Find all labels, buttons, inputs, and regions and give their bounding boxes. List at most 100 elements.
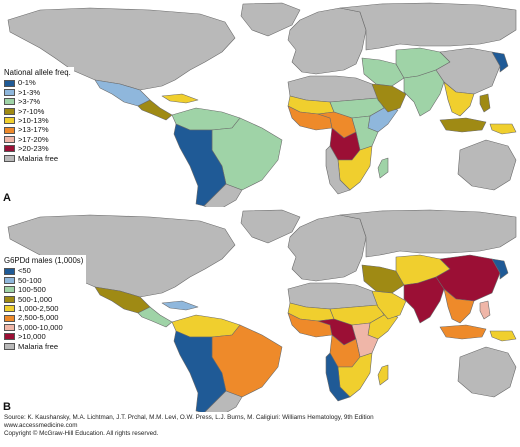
legend-label: Malaria free bbox=[18, 341, 59, 351]
region-southern-africa-west bbox=[325, 145, 351, 195]
region-russia bbox=[339, 209, 517, 258]
legend-item: >20-23% bbox=[4, 144, 71, 153]
region-caribbean bbox=[161, 300, 199, 311]
source-citation: Source: K. Kaushansky, M.A. Lichtman, J.… bbox=[4, 414, 516, 439]
legend-item: >17-20% bbox=[4, 135, 71, 144]
region-korea bbox=[491, 258, 509, 280]
legend-b: G6PDd males (1,000s) <50 50-100 100-500 500… bbox=[2, 255, 87, 353]
region-australia bbox=[457, 139, 517, 191]
region-indonesia bbox=[439, 117, 487, 133]
legend-item: >13-17% bbox=[4, 125, 71, 134]
legend-label: >13-17% bbox=[18, 125, 49, 135]
region-middle-east bbox=[361, 57, 405, 87]
legend-label: >10-13% bbox=[18, 115, 49, 125]
map-panel-b: G6PDd males (1,000s) <50 50-100 100-500 500… bbox=[0, 207, 520, 413]
legend-swatch bbox=[4, 107, 15, 115]
legend-item: >1-3% bbox=[4, 88, 71, 97]
legend-item: 2,500-5,000 bbox=[4, 313, 83, 322]
region-philippines bbox=[479, 93, 491, 113]
legend-a: National allele freq. 0-1% >1-3% >3-7% >7-1… bbox=[2, 67, 74, 165]
legend-swatch bbox=[4, 79, 15, 87]
legend-rows: <50 50-100 100-500 500-1,000 1,000-2,500 2,50… bbox=[4, 266, 83, 351]
region-russia bbox=[339, 2, 517, 51]
region-arabia bbox=[371, 83, 407, 113]
legend-label: 100-500 bbox=[18, 285, 46, 295]
legend-swatch bbox=[4, 314, 15, 322]
region-europe bbox=[287, 7, 367, 75]
region-southeast-asia bbox=[443, 81, 475, 117]
legend-item: 5,000-10,000 bbox=[4, 323, 83, 332]
region-greenland bbox=[240, 2, 301, 37]
region-australia bbox=[457, 346, 517, 398]
legend-swatch bbox=[4, 342, 15, 350]
legend-swatch bbox=[4, 117, 15, 125]
legend-swatch bbox=[4, 305, 15, 313]
panel-letter-a: A bbox=[3, 192, 11, 204]
legend-swatch bbox=[4, 88, 15, 96]
legend-label: 5,000-10,000 bbox=[18, 322, 63, 332]
region-southern-africa-west bbox=[325, 352, 351, 402]
region-middle-east bbox=[361, 264, 405, 294]
legend-item: <50 bbox=[4, 266, 83, 275]
legend-swatch bbox=[4, 98, 15, 106]
region-southeast-asia bbox=[443, 288, 475, 324]
source-line: Source: K. Kaushansky, M.A. Lichtman, J.… bbox=[4, 414, 374, 421]
legend-item: Malaria free bbox=[4, 154, 71, 163]
legend-item: 100-500 bbox=[4, 285, 83, 294]
region-arabia bbox=[371, 290, 407, 320]
legend-label: >7-10% bbox=[18, 106, 45, 116]
legend-label: >10,000 bbox=[18, 332, 46, 342]
region-philippines bbox=[479, 300, 491, 320]
legend-label: 2,500-5,000 bbox=[18, 313, 59, 323]
region-central-america bbox=[137, 306, 173, 328]
legend-swatch bbox=[4, 135, 15, 143]
region-new-guinea bbox=[489, 123, 517, 135]
region-madagascar bbox=[377, 157, 389, 179]
source-url: www.accessmedicine.com bbox=[4, 422, 78, 430]
legend-item: >10,000 bbox=[4, 332, 83, 341]
legend-label: 500-1,000 bbox=[18, 294, 53, 304]
legend-label: 0-1% bbox=[18, 78, 36, 88]
legend-swatch bbox=[4, 276, 15, 284]
legend-title: G6PDd males (1,000s) bbox=[4, 256, 84, 265]
legend-item: 1,000-2,500 bbox=[4, 304, 83, 313]
map-panel-a: National allele freq. 0-1% >1-3% >3-7% >7-1… bbox=[0, 0, 520, 210]
legend-label: >17-20% bbox=[18, 134, 49, 144]
legend-swatch bbox=[4, 126, 15, 134]
region-south-asia bbox=[403, 69, 445, 117]
legend-label: >20-23% bbox=[18, 144, 49, 154]
copyright-line: Copyright © McGraw-Hill Education. All r… bbox=[4, 430, 159, 438]
region-caribbean bbox=[161, 93, 199, 104]
region-central-america bbox=[137, 99, 173, 121]
world-map-allele-frequency bbox=[0, 0, 520, 210]
region-korea bbox=[491, 51, 509, 73]
legend-label: <50 bbox=[18, 266, 31, 276]
legend-item: 50-100 bbox=[4, 276, 83, 285]
region-europe bbox=[287, 214, 367, 282]
legend-swatch bbox=[4, 145, 15, 153]
legend-label: >1-3% bbox=[18, 87, 41, 97]
legend-swatch bbox=[4, 323, 15, 331]
legend-swatch bbox=[4, 267, 15, 275]
legend-label: 1,000-2,500 bbox=[18, 303, 59, 313]
region-south-asia bbox=[403, 276, 445, 324]
legend-label: >3-7% bbox=[18, 97, 41, 107]
legend-item: >7-10% bbox=[4, 107, 71, 116]
legend-item: Malaria free bbox=[4, 342, 83, 351]
region-new-guinea bbox=[489, 330, 517, 342]
region-greenland bbox=[240, 209, 301, 244]
legend-item: 500-1,000 bbox=[4, 295, 83, 304]
legend-rows: 0-1% >1-3% >3-7% >7-10% >10-13% >13-17% >17-20… bbox=[4, 78, 71, 163]
legend-swatch bbox=[4, 154, 15, 162]
world-map-g6pd-males bbox=[0, 207, 520, 412]
region-madagascar bbox=[377, 364, 389, 386]
region-north-america bbox=[7, 7, 236, 91]
legend-item: 0-1% bbox=[4, 78, 71, 87]
legend-item: >10-13% bbox=[4, 116, 71, 125]
legend-swatch bbox=[4, 333, 15, 341]
legend-item: >3-7% bbox=[4, 97, 71, 106]
legend-swatch bbox=[4, 286, 15, 294]
region-indonesia bbox=[439, 324, 487, 340]
legend-label: Malaria free bbox=[18, 153, 59, 163]
legend-title: National allele freq. bbox=[4, 68, 71, 77]
